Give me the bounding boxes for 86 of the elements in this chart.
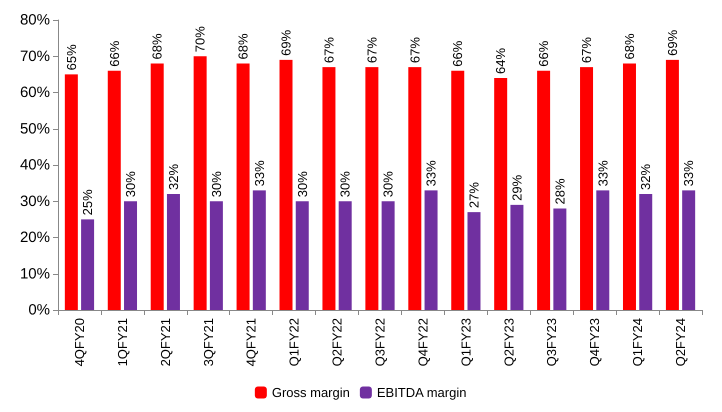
bar xyxy=(622,64,636,310)
x-tick-label: 4QFY20 xyxy=(72,318,87,366)
data-label: 69% xyxy=(664,29,680,56)
x-tick-label: Q2FY22 xyxy=(330,318,345,366)
data-label: 32% xyxy=(638,164,654,190)
data-label: 25% xyxy=(80,188,96,216)
y-tick-label: 0% xyxy=(28,302,50,318)
data-label: 64% xyxy=(493,48,508,74)
bar xyxy=(166,194,180,310)
x-tick-label: Q3FY22 xyxy=(372,318,388,366)
data-label: 67% xyxy=(321,36,336,64)
bar xyxy=(666,60,679,310)
legend-label: EBITDA margin xyxy=(376,385,466,400)
x-tick-label: Q2FY24 xyxy=(673,318,688,366)
data-label: 68% xyxy=(150,33,165,60)
data-label: 28% xyxy=(552,178,568,204)
y-tick-label: 10% xyxy=(20,265,50,282)
data-label: 66% xyxy=(106,40,122,67)
bar xyxy=(322,67,336,310)
bar xyxy=(553,208,566,310)
bar xyxy=(81,219,94,310)
data-label: 33% xyxy=(252,160,267,186)
bar xyxy=(194,56,207,310)
bar xyxy=(280,60,293,310)
data-label: 69% xyxy=(278,29,294,56)
x-tick-label: Q3FY23 xyxy=(544,318,560,366)
bar xyxy=(639,194,652,310)
data-label: 67% xyxy=(364,36,380,64)
bar xyxy=(210,201,223,310)
data-label: 30% xyxy=(380,170,396,198)
x-tick-label: 1QFY21 xyxy=(114,318,130,366)
y-tick-label: 80% xyxy=(20,12,50,28)
bar xyxy=(467,212,480,310)
bar xyxy=(424,190,438,310)
x-tick-label: Q4FY23 xyxy=(587,318,602,366)
x-tick-label: Q4FY22 xyxy=(415,318,430,366)
bar xyxy=(338,201,352,310)
data-label: 68% xyxy=(236,33,251,60)
bar xyxy=(236,64,250,310)
bar xyxy=(382,201,395,310)
data-label: 70% xyxy=(192,26,208,52)
y-tick-label: 30% xyxy=(20,192,50,210)
data-label: 67% xyxy=(579,36,594,64)
bar xyxy=(252,190,266,310)
data-label: 68% xyxy=(622,33,637,60)
y-tick-label: 70% xyxy=(20,48,50,65)
x-tick-label: 3QFY21 xyxy=(200,318,216,366)
data-label: 66% xyxy=(536,40,552,67)
data-label: 66% xyxy=(450,40,466,67)
x-tick-label: Q1FY23 xyxy=(458,318,474,366)
data-label: 30% xyxy=(123,170,138,198)
bar xyxy=(494,78,508,310)
bar xyxy=(64,74,78,310)
x-tick-label: 4QFY21 xyxy=(244,318,259,366)
y-tick-label: 40% xyxy=(20,156,50,174)
bar xyxy=(596,190,610,310)
x-tick-label: Q1FY22 xyxy=(286,318,302,366)
data-label: 65% xyxy=(64,44,79,70)
y-tick-label: 50% xyxy=(20,120,50,138)
data-label: 27% xyxy=(466,182,482,208)
bar xyxy=(296,201,309,310)
bar xyxy=(510,204,524,310)
bar xyxy=(150,64,164,310)
data-label: 33% xyxy=(681,160,696,186)
bar xyxy=(451,70,464,310)
x-tick-label: Q1FY24 xyxy=(630,318,646,366)
data-label: 30% xyxy=(294,170,310,198)
data-label: 33% xyxy=(424,160,439,186)
data-label: 30% xyxy=(338,170,353,198)
x-tick-label: 2QFY21 xyxy=(158,318,173,366)
bar xyxy=(124,201,138,310)
bar xyxy=(108,70,121,310)
bar xyxy=(537,70,550,310)
bar xyxy=(580,67,594,310)
data-label: 29% xyxy=(509,174,524,201)
y-tick-label: 20% xyxy=(20,229,50,246)
data-label: 32% xyxy=(166,164,181,190)
data-label: 30% xyxy=(208,170,224,198)
x-tick-label: Q2FY23 xyxy=(501,318,516,366)
bar xyxy=(365,67,378,310)
bar xyxy=(408,67,422,310)
y-tick-label: 60% xyxy=(20,84,50,101)
bar xyxy=(682,190,696,310)
legend-label: Gross margin xyxy=(272,385,350,400)
data-label: 33% xyxy=(595,160,610,186)
data-label: 67% xyxy=(407,36,422,64)
